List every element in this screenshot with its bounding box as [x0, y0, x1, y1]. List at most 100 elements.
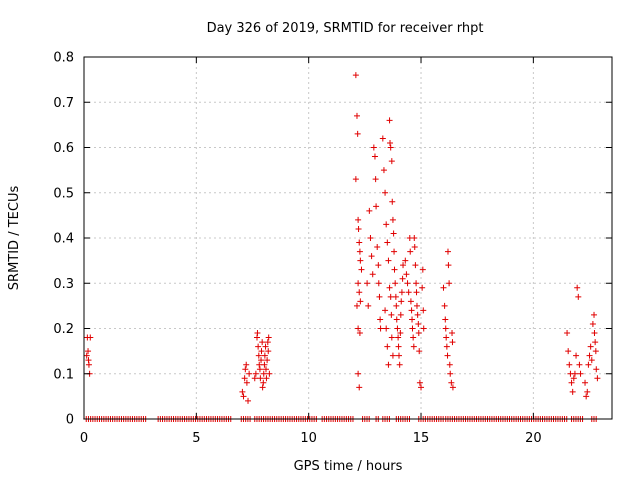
data-point: [261, 361, 268, 368]
data-point: [442, 316, 449, 323]
axis-ticks: 0 0.1 0.2 0.3 0.4 0.5 0.6 0.7 0.8 0 5 10 15 20: [53, 51, 612, 446]
data-point: [593, 366, 600, 373]
data-point: [366, 207, 373, 214]
data-point: [443, 334, 450, 341]
y-tick-label: 0.7: [53, 96, 74, 111]
grid: [84, 57, 612, 419]
data-point: [403, 271, 410, 278]
data-point: [377, 325, 384, 332]
data-point: [386, 117, 393, 124]
data-point: [408, 307, 415, 314]
data-point: [446, 280, 453, 287]
y-tick-label: 0.2: [53, 322, 74, 337]
data-point: [420, 307, 427, 314]
y-tick-label: 0.5: [53, 186, 74, 201]
data-point: [565, 348, 572, 355]
data-point: [402, 257, 409, 264]
data-point: [256, 366, 263, 373]
x-tick-label: 20: [525, 431, 542, 446]
data-point: [242, 366, 249, 373]
data-point: [584, 388, 591, 395]
data-point: [387, 144, 394, 151]
data-point: [385, 257, 392, 264]
data-point: [368, 253, 375, 260]
data-point: [591, 330, 598, 337]
data-point: [448, 379, 455, 386]
data-point: [399, 275, 406, 282]
data-point: [357, 257, 364, 264]
data-point: [449, 384, 456, 391]
x-tick-label: 15: [413, 431, 430, 446]
data-point: [375, 262, 382, 269]
data-point: [388, 334, 395, 341]
data-point: [257, 375, 264, 382]
data-point: [245, 397, 252, 404]
data-point: [85, 348, 92, 355]
data-point: [407, 248, 414, 255]
data-point: [575, 293, 582, 300]
data-point: [357, 298, 364, 305]
data-point: [355, 280, 362, 287]
data-point: [415, 330, 422, 337]
data-point: [391, 248, 398, 255]
plot-area: [83, 56, 613, 420]
data-point: [571, 370, 578, 377]
data-point: [355, 325, 362, 332]
y-tick-label: 0.4: [53, 232, 74, 247]
data-point: [356, 239, 363, 246]
data-point: [265, 348, 272, 355]
data-point: [566, 361, 573, 368]
data-point: [365, 302, 372, 309]
data-point: [392, 293, 399, 300]
chart-title: Day 326 of 2019, SRMTID for receiver rhp…: [207, 21, 484, 36]
data-point: [394, 325, 401, 332]
data-point: [398, 298, 405, 305]
data-point: [369, 271, 376, 278]
data-point: [393, 316, 400, 323]
data-point: [384, 239, 391, 246]
data-point: [355, 370, 362, 377]
data-point: [240, 393, 247, 400]
data-point: [389, 198, 396, 205]
data-point: [261, 352, 268, 359]
data-point: [416, 379, 423, 386]
data-point: [258, 348, 265, 355]
data-point: [587, 343, 594, 350]
data-point: [404, 280, 411, 287]
data-point: [445, 262, 452, 269]
data-point: [367, 235, 374, 241]
data-point: [356, 248, 363, 255]
data-point: [83, 352, 90, 359]
data-point: [352, 72, 359, 79]
data-point: [585, 361, 592, 368]
data-point: [355, 216, 362, 223]
data-point: [377, 316, 384, 323]
data-point: [376, 293, 383, 300]
data-point: [393, 302, 400, 309]
data-point: [569, 388, 576, 395]
data-point: [387, 293, 394, 300]
data-point: [415, 320, 422, 327]
data-point: [358, 266, 365, 273]
data-point: [586, 352, 593, 359]
data-point: [264, 357, 271, 364]
data-point: [353, 302, 360, 309]
data-point: [266, 370, 273, 377]
data-point: [418, 384, 425, 391]
data-point: [419, 284, 426, 291]
y-tick-label: 0.6: [53, 141, 74, 156]
y-axis-label: SRMTID / TECUs: [7, 186, 22, 291]
data-points: [83, 72, 601, 422]
data-point: [243, 361, 250, 368]
x-tick-label: 10: [300, 431, 317, 446]
data-point: [414, 311, 421, 318]
data-point: [589, 320, 596, 327]
data-point: [352, 176, 359, 183]
data-point: [574, 284, 581, 291]
data-point: [443, 343, 450, 350]
data-point: [396, 352, 403, 359]
data-point: [582, 379, 589, 386]
data-point: [353, 112, 360, 119]
data-point: [413, 302, 420, 309]
